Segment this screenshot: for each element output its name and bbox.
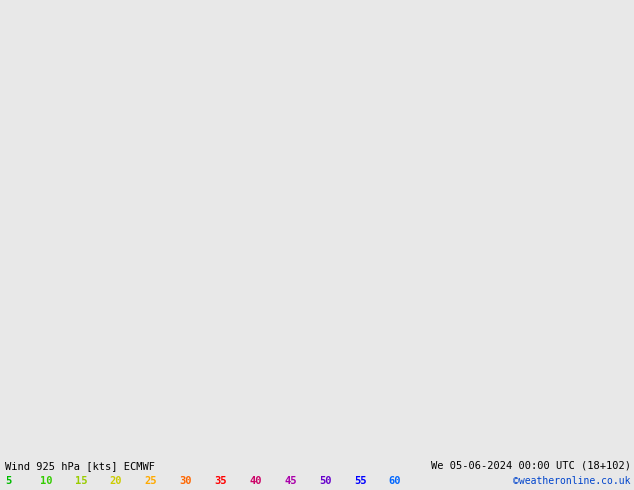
Text: Wind 925 hPa [kts] ECMWF: Wind 925 hPa [kts] ECMWF: [5, 461, 155, 470]
Text: 55: 55: [354, 476, 366, 486]
Text: We 05-06-2024 00:00 UTC (18+102): We 05-06-2024 00:00 UTC (18+102): [431, 461, 631, 470]
Text: 20: 20: [110, 476, 122, 486]
Text: 60: 60: [389, 476, 401, 486]
Text: 30: 30: [179, 476, 192, 486]
Text: 50: 50: [319, 476, 332, 486]
Text: 5: 5: [5, 476, 11, 486]
Text: 25: 25: [145, 476, 157, 486]
Text: 10: 10: [40, 476, 53, 486]
Text: 40: 40: [249, 476, 262, 486]
Text: 45: 45: [284, 476, 297, 486]
Text: 15: 15: [75, 476, 87, 486]
Text: 35: 35: [214, 476, 227, 486]
Text: ©weatheronline.co.uk: ©weatheronline.co.uk: [514, 476, 631, 486]
